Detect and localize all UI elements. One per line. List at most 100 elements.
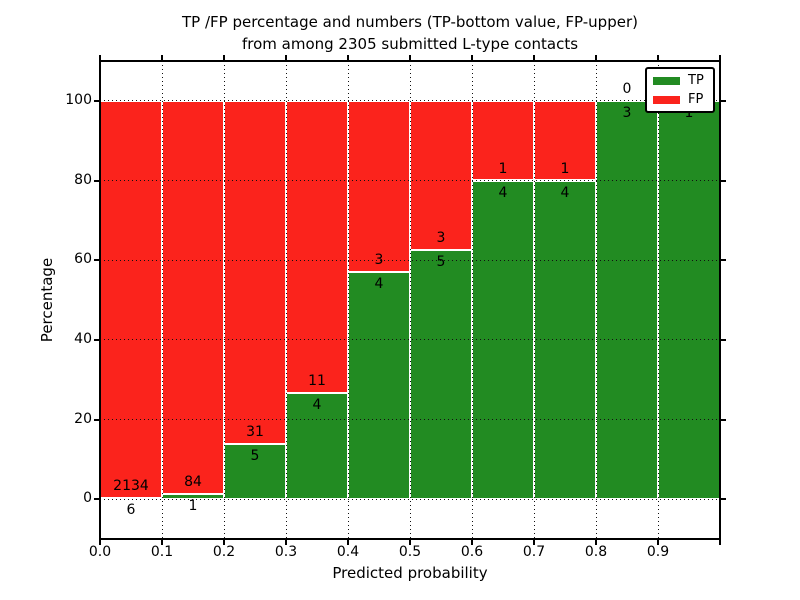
x-tick-mark-bottom [719, 540, 721, 545]
fp-count-label: 1 [560, 160, 570, 177]
x-tick-mark-top [533, 55, 535, 60]
legend-entry-tp: TP [653, 72, 707, 88]
legend-label-fp: FP [688, 91, 704, 107]
x-tick-label: 0.8 [584, 544, 608, 560]
x-tick-label: 0.1 [150, 544, 174, 560]
x-tick-label: 0.9 [646, 544, 670, 560]
tp-count-label: 4 [498, 184, 508, 201]
x-tick-mark-top [471, 55, 473, 60]
x-tick-label: 0.0 [88, 544, 112, 560]
y-tick-label: 40 [74, 330, 92, 347]
x-tick-mark-bottom [285, 540, 287, 545]
bar-segment-tp [224, 443, 286, 500]
gridline-y [100, 498, 720, 500]
legend-swatch-fp [653, 95, 680, 104]
y-tick-mark-right [721, 99, 726, 102]
x-tick-mark-top [285, 55, 287, 60]
gridline-x [657, 61, 659, 539]
legend: TP FP [645, 67, 715, 113]
bar-segment-fp [534, 100, 596, 181]
gridline-x [595, 61, 597, 539]
chart-title: TP /FP percentage and numbers (TP-bottom… [90, 11, 730, 55]
y-tick-mark-right [721, 418, 726, 421]
tp-count-label: 6 [126, 502, 136, 519]
bar-segment-fp [286, 100, 348, 393]
gridline-x [471, 61, 473, 539]
y-tick-label: 20 [74, 410, 92, 427]
y-tick-mark-left [94, 259, 99, 262]
y-tick-mark-right [721, 338, 726, 341]
y-tick-mark-left [94, 498, 99, 501]
y-tick-mark-left [94, 338, 99, 341]
tp-count-label: 4 [312, 396, 322, 413]
y-tick-label: 60 [74, 251, 92, 268]
x-axis-label: Predicted probability [332, 564, 488, 582]
x-tick-mark-bottom [533, 540, 535, 545]
y-tick-mark-left [94, 99, 99, 102]
gridline-y [100, 180, 720, 181]
gridline-y [100, 339, 720, 341]
y-tick-mark-right [721, 259, 726, 262]
x-tick-label: 0.3 [274, 544, 298, 560]
fp-count-label: 11 [308, 372, 326, 389]
legend-swatch-tp [653, 76, 680, 85]
tp-count-label: 5 [250, 447, 260, 464]
x-tick-mark-bottom [409, 540, 411, 545]
tp-count-label: 5 [436, 254, 446, 271]
x-tick-mark-top [223, 55, 225, 60]
gridline-x [285, 61, 287, 539]
tp-count-label: 4 [374, 275, 384, 292]
gridline-x [347, 61, 349, 539]
fp-count-label: 0 [622, 80, 632, 97]
y-tick-mark-left [94, 179, 99, 182]
fp-count-label: 84 [184, 474, 202, 491]
x-tick-mark-bottom [223, 540, 225, 545]
gridline-x [161, 61, 163, 539]
chart-title-line2: from among 2305 submitted L-type contact… [241, 35, 579, 53]
chart-title-line1: TP /FP percentage and numbers (TP-bottom… [182, 13, 638, 31]
x-tick-mark-top [161, 55, 163, 60]
x-tick-mark-top [719, 55, 721, 60]
gridline-y [100, 100, 720, 102]
tp-count-label: 3 [622, 104, 632, 121]
x-tick-mark-top [595, 55, 597, 60]
bar-segment-fp [224, 100, 286, 444]
bar-segment-fp [410, 100, 472, 251]
bar-segment-fp [162, 100, 224, 495]
bar-segment-tp [410, 250, 472, 500]
legend-label-tp: TP [688, 72, 704, 88]
bar-segment-tp [348, 271, 410, 500]
fp-count-label: 1 [498, 160, 508, 177]
bar-segment-fp [472, 100, 534, 181]
x-tick-mark-bottom [347, 540, 349, 545]
x-tick-mark-bottom [595, 540, 597, 545]
bar-segment-tp [286, 392, 348, 500]
tp-count-label: 1 [188, 498, 198, 515]
x-tick-label: 0.7 [522, 544, 546, 560]
x-tick-mark-top [99, 55, 101, 60]
x-tick-label: 0.5 [398, 544, 422, 560]
x-tick-mark-top [409, 55, 411, 60]
bar-segment-tp [658, 100, 720, 500]
fp-count-label: 3 [436, 230, 446, 247]
legend-entry-fp: FP [653, 91, 707, 107]
x-tick-mark-top [347, 55, 349, 60]
y-tick-label: 80 [74, 171, 92, 188]
y-tick-mark-right [721, 179, 726, 182]
y-tick-mark-right [721, 498, 726, 501]
y-tick-label: 0 [83, 490, 92, 507]
tp-count-label: 4 [560, 184, 570, 201]
fp-count-label: 3 [374, 251, 384, 268]
x-tick-label: 0.6 [460, 544, 484, 560]
gridline-x [223, 61, 225, 539]
bar-segment-tp [596, 100, 658, 500]
bar-segment-fp [348, 100, 410, 272]
x-tick-label: 0.4 [336, 544, 360, 560]
gridline-y [100, 259, 720, 261]
fp-count-label: 31 [246, 423, 264, 440]
bar-segment-fp [100, 100, 162, 499]
fp-count-label: 2134 [113, 478, 149, 495]
x-tick-label: 0.2 [212, 544, 236, 560]
